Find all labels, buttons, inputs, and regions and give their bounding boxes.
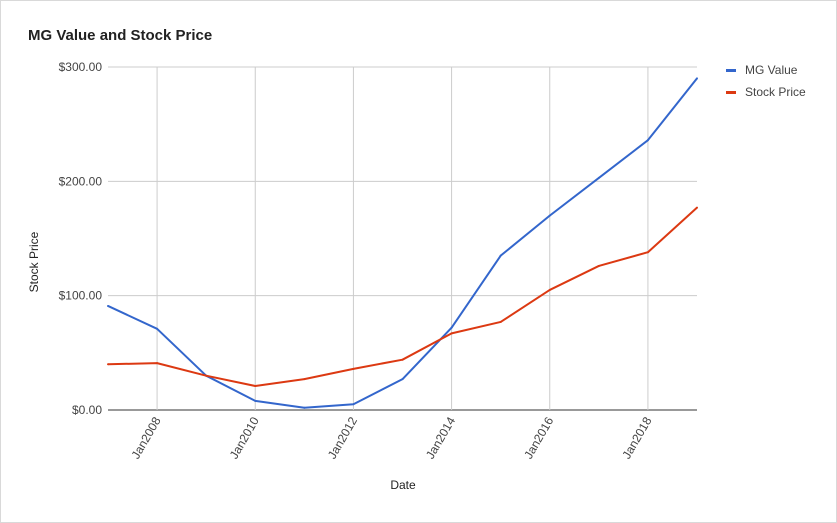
y-axis-label: Stock Price	[27, 231, 41, 292]
data-point[interactable]	[499, 320, 502, 323]
data-point[interactable]	[401, 358, 404, 361]
y-tick-label: $0.00	[72, 403, 102, 417]
data-point[interactable]	[450, 326, 453, 329]
data-point[interactable]	[548, 214, 551, 217]
data-point[interactable]	[401, 378, 404, 381]
legend-swatch-stock-price	[726, 90, 736, 94]
x-tick-label: Jan2012	[325, 414, 360, 461]
grid-lines	[108, 66, 697, 411]
data-point[interactable]	[646, 139, 649, 142]
x-tick-labels: Jan2008 Jan2010 Jan2012 Jan2014 Jan2016 Jan20…	[129, 414, 655, 461]
y-tick-label: $200.00	[59, 174, 103, 188]
y-tick-labels: $300.00 $200.00 $100.00 $0.00	[59, 60, 103, 417]
data-point[interactable]	[499, 254, 502, 257]
data-point[interactable]	[156, 327, 159, 330]
data-point[interactable]	[696, 206, 698, 209]
x-tick-label: Jan2008	[129, 414, 164, 461]
y-tick-label: $100.00	[59, 289, 103, 303]
legend-swatch-mg-value	[726, 68, 736, 72]
legend-item-stock-price[interactable]: Stock Price	[726, 81, 806, 103]
legend-label-stock-price: Stock Price	[745, 85, 806, 99]
x-tick-label: Jan2010	[227, 414, 262, 461]
data-point[interactable]	[107, 363, 109, 366]
data-point[interactable]	[254, 399, 257, 402]
data-point[interactable]	[646, 251, 649, 254]
y-tick-label: $300.00	[59, 60, 103, 74]
series-lines	[107, 77, 698, 409]
chart-title: MG Value and Stock Price	[28, 27, 213, 44]
data-point[interactable]	[156, 362, 159, 365]
data-point[interactable]	[303, 378, 306, 381]
x-tick-label: Jan2018	[619, 414, 654, 461]
data-point[interactable]	[107, 304, 109, 307]
data-point[interactable]	[597, 264, 600, 267]
x-axis-label: Date	[390, 478, 416, 492]
legend-item-mg-value[interactable]: MG Value	[726, 59, 806, 81]
legend: MG Value Stock Price	[726, 59, 806, 103]
data-point[interactable]	[254, 384, 257, 387]
data-point[interactable]	[352, 367, 355, 370]
data-point[interactable]	[303, 406, 306, 409]
series-line-mg-value[interactable]	[107, 77, 698, 409]
x-tick-label: Jan2014	[423, 414, 458, 461]
data-point[interactable]	[352, 403, 355, 406]
data-point[interactable]	[205, 374, 208, 377]
x-tick-label: Jan2016	[521, 414, 556, 461]
data-point[interactable]	[450, 332, 453, 335]
data-point[interactable]	[597, 176, 600, 179]
legend-label-mg-value: MG Value	[745, 63, 798, 77]
data-point[interactable]	[548, 288, 551, 291]
data-point[interactable]	[696, 77, 698, 80]
